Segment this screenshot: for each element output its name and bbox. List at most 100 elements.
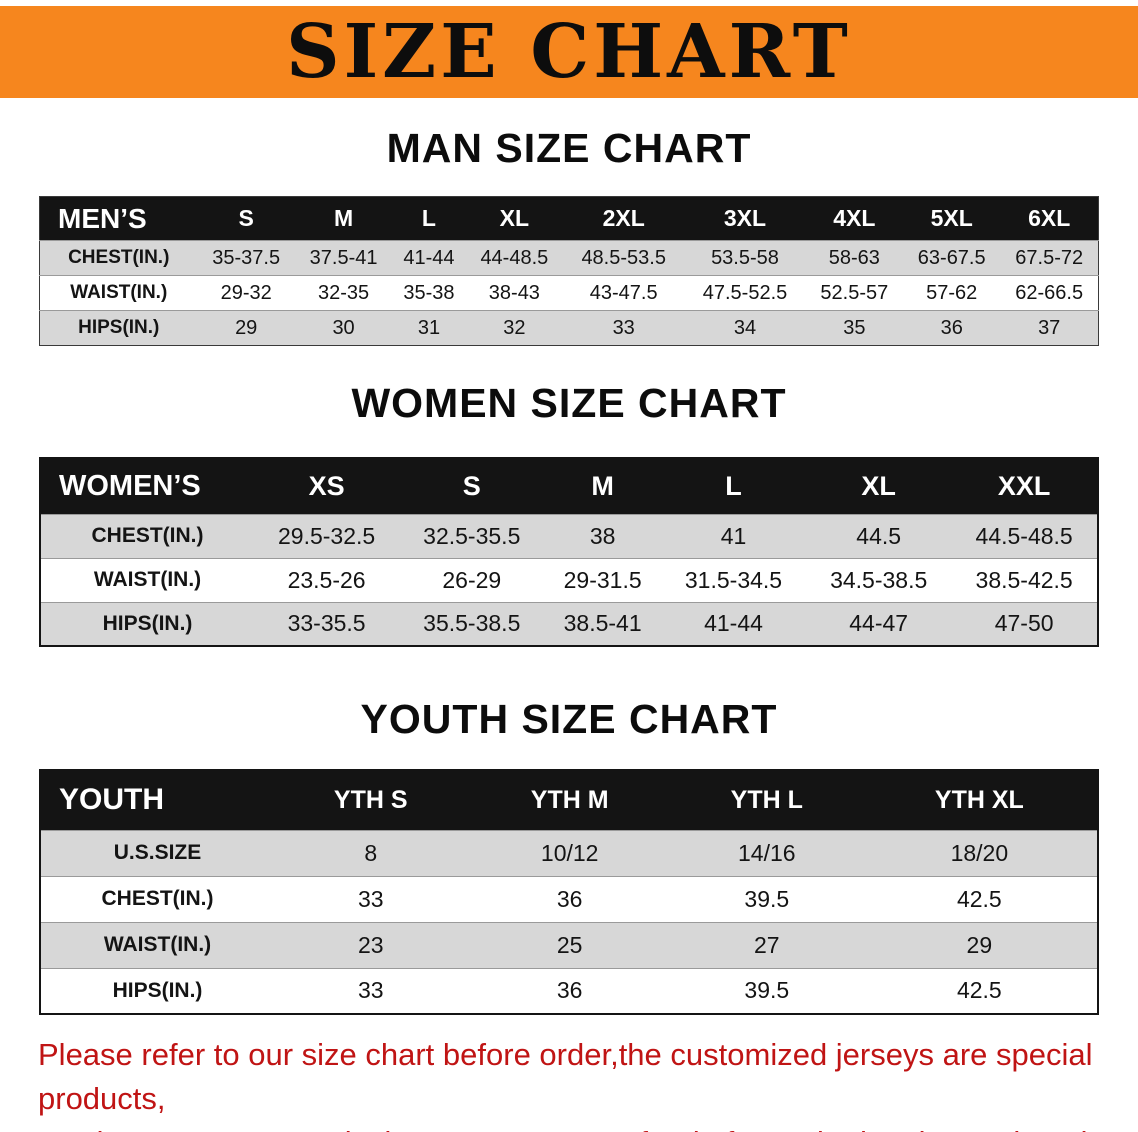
table-row: HIPS(IN.) 29 30 31 32 33 34 35 36 37 — [39, 310, 1099, 346]
youth-section-heading: YOUTH SIZE CHART — [360, 696, 778, 742]
value-cell: 47-50 — [951, 601, 1098, 646]
men-section: MAN SIZE CHART MEN’S S M L XL 2XL 3XL 4XL 5XL 6XL… — [0, 124, 1138, 346]
value-cell: 29-31.5 — [544, 557, 661, 602]
value-cell: 14/16 — [671, 829, 862, 876]
value-cell: 42.5 — [861, 875, 1098, 922]
value-cell: 29.5-32.5 — [254, 513, 400, 558]
size-header-cell: YTH S — [274, 770, 468, 830]
value-cell: 44-47 — [806, 601, 952, 646]
table-row: CHEST(IN.) 35-37.5 37.5-41 41-44 44-48.5 48.5… — [39, 240, 1099, 276]
row-label-cell: HIPS(IN.) — [40, 967, 274, 1014]
page-title: SIZE CHART — [286, 9, 852, 95]
value-cell: 33 — [274, 875, 468, 922]
value-cell: 32-35 — [294, 275, 393, 311]
value-cell: 33-35.5 — [254, 601, 400, 646]
men-size-table: MEN’S S M L XL 2XL 3XL 4XL 5XL 6XL CHEST(IN.) 35-37… — [39, 196, 1099, 346]
table-row: WAIST(IN.) 23 25 27 29 — [40, 921, 1098, 968]
row-label-cell: HIPS(IN.) — [39, 310, 198, 346]
value-cell: 52.5-57 — [805, 275, 904, 311]
value-cell: 48.5-53.5 — [563, 240, 685, 276]
value-cell: 25 — [467, 921, 672, 968]
size-header-cell: M — [544, 458, 661, 514]
size-header-cell: YTH M — [467, 770, 672, 830]
women-section-heading: WOMEN SIZE CHART — [351, 380, 787, 426]
value-cell: 38 — [544, 513, 661, 558]
size-header-cell: 5XL — [903, 196, 1001, 241]
row-label-cell: CHEST(IN.) — [40, 513, 254, 558]
size-header-cell: L — [660, 458, 807, 514]
value-cell: 41-44 — [660, 601, 807, 646]
value-cell: 67.5-72 — [1000, 240, 1099, 276]
value-cell: 8 — [274, 829, 468, 876]
table-row: CHEST(IN.) 29.5-32.5 32.5-35.5 38 41 44.5 44.5… — [40, 513, 1098, 558]
value-cell: 44-48.5 — [465, 240, 564, 276]
size-header-cell: M — [294, 196, 393, 241]
table-header-row: YOUTH YTH S YTH M YTH L YTH XL — [40, 770, 1098, 830]
value-cell: 33 — [274, 967, 468, 1014]
table-header-row: MEN’S S M L XL 2XL 3XL 4XL 5XL 6XL — [39, 196, 1099, 241]
table-row: HIPS(IN.) 33-35.5 35.5-38.5 38.5-41 41-44 44-… — [40, 601, 1098, 646]
value-cell: 41-44 — [392, 240, 466, 276]
value-cell: 31 — [392, 310, 466, 346]
size-header-cell: XL — [465, 196, 564, 241]
size-header-cell: 3XL — [684, 196, 806, 241]
value-cell: 38.5-41 — [544, 601, 661, 646]
row-label-cell: WAIST(IN.) — [40, 921, 274, 968]
table-row: CHEST(IN.) 33 36 39.5 42.5 — [40, 875, 1098, 922]
row-label-cell: WAIST(IN.) — [39, 275, 198, 311]
value-cell: 38-43 — [465, 275, 564, 311]
value-cell: 29 — [861, 921, 1098, 968]
size-header-cell: L — [392, 196, 466, 241]
value-cell: 33 — [563, 310, 685, 346]
value-cell: 35.5-38.5 — [399, 601, 545, 646]
value-cell: 23 — [274, 921, 468, 968]
value-cell: 41 — [660, 513, 807, 558]
value-cell: 29 — [197, 310, 295, 346]
value-cell: 10/12 — [467, 829, 672, 876]
table-header-row: WOMEN’S XS S M L XL XXL — [40, 458, 1098, 514]
value-cell: 34 — [684, 310, 806, 346]
women-section: WOMEN SIZE CHART WOMEN’S XS S M L XL XXL CHEST(… — [0, 379, 1138, 647]
size-header-cell: YTH L — [671, 770, 862, 830]
value-cell: 29-32 — [197, 275, 295, 311]
value-cell: 57-62 — [903, 275, 1001, 311]
value-cell: 37 — [1000, 310, 1099, 346]
youth-section: YOUTH SIZE CHART YOUTH YTH S YTH M YTH L YTH… — [0, 695, 1138, 1015]
size-header-cell: 6XL — [1000, 196, 1099, 241]
size-header-cell: YTH XL — [861, 770, 1098, 830]
size-header-cell: S — [399, 458, 545, 514]
row-label-cell: WAIST(IN.) — [40, 557, 254, 602]
value-cell: 58-63 — [805, 240, 904, 276]
table-title-cell: WOMEN’S — [40, 458, 254, 514]
footer-notice: Please refer to our size chart before or… — [0, 1033, 1138, 1132]
value-cell: 44.5-48.5 — [951, 513, 1098, 558]
value-cell: 37.5-41 — [294, 240, 393, 276]
value-cell: 38.5-42.5 — [951, 557, 1098, 602]
value-cell: 31.5-34.5 — [660, 557, 807, 602]
value-cell: 39.5 — [671, 875, 862, 922]
row-label-cell: CHEST(IN.) — [39, 240, 198, 276]
value-cell: 34.5-38.5 — [806, 557, 952, 602]
banner: SIZE CHART — [0, 6, 1138, 98]
table-row: WAIST(IN.) 29-32 32-35 35-38 38-43 43-47.5 47.… — [39, 275, 1099, 311]
value-cell: 35 — [805, 310, 904, 346]
row-label-cell: U.S.SIZE — [40, 829, 274, 876]
value-cell: 39.5 — [671, 967, 862, 1014]
value-cell: 36 — [903, 310, 1001, 346]
value-cell: 32 — [465, 310, 564, 346]
women-size-table: WOMEN’S XS S M L XL XXL CHEST(IN.) 29.5-32.5 32.5… — [39, 457, 1099, 647]
value-cell: 27 — [671, 921, 862, 968]
table-row: HIPS(IN.) 33 36 39.5 42.5 — [40, 967, 1098, 1014]
value-cell: 43-47.5 — [563, 275, 685, 311]
value-cell: 26-29 — [399, 557, 545, 602]
men-section-heading: MAN SIZE CHART — [386, 125, 752, 171]
table-title-cell: YOUTH — [40, 770, 274, 830]
size-header-cell: XXL — [951, 458, 1098, 514]
table-row: U.S.SIZE 8 10/12 14/16 18/20 — [40, 829, 1098, 876]
notice-line-2: we don’t accept cancel, change, teturn o… — [38, 1121, 1100, 1132]
value-cell: 36 — [467, 875, 672, 922]
table-row: WAIST(IN.) 23.5-26 26-29 29-31.5 31.5-34.5 34… — [40, 557, 1098, 602]
table-title-cell: MEN’S — [39, 196, 198, 241]
youth-size-table: YOUTH YTH S YTH M YTH L YTH XL U.S.SIZE 8 10/12… — [39, 769, 1099, 1015]
